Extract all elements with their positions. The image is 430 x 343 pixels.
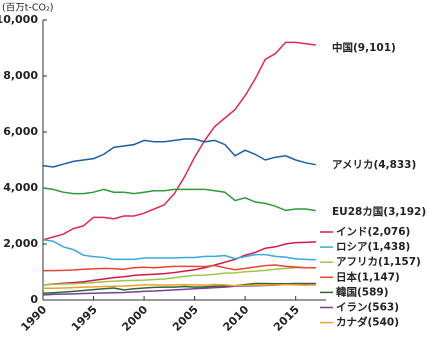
legend-label: ロシア(1,438) bbox=[336, 241, 410, 253]
x-tick-label: 2005 bbox=[170, 303, 201, 334]
legend-label: カナダ(540) bbox=[336, 316, 399, 329]
series-line bbox=[42, 266, 316, 286]
x-tick-label: 1990 bbox=[18, 303, 49, 334]
legend-label: 韓国(589) bbox=[336, 285, 389, 298]
x-tick-label: 2000 bbox=[119, 303, 150, 334]
series-line bbox=[43, 283, 316, 289]
legend-label: インド(2,076) bbox=[336, 226, 410, 238]
series-line bbox=[43, 264, 316, 272]
series-label: EU28カ国(3,192) bbox=[332, 206, 426, 218]
x-tick-label: 2015 bbox=[271, 303, 302, 334]
y-tick-label: 0 bbox=[30, 293, 38, 306]
series-line bbox=[42, 41, 316, 241]
series-label: アメリカ(4,833) bbox=[332, 159, 416, 171]
series-line bbox=[42, 282, 316, 295]
y-axis-unit: (百万t-CO₂) bbox=[2, 3, 54, 14]
series-line bbox=[42, 283, 316, 296]
x-tick-label: 1995 bbox=[69, 303, 100, 334]
series-line bbox=[42, 187, 317, 212]
y-tick-label: 8,000 bbox=[3, 69, 38, 82]
legend-label: 日本(1,147) bbox=[336, 270, 400, 283]
y-tick-label: 4,000 bbox=[3, 181, 38, 194]
legend-label: アフリカ(1,157) bbox=[336, 256, 421, 268]
series-line bbox=[42, 241, 316, 286]
series-label: 中国(9,101) bbox=[332, 41, 396, 54]
series-line bbox=[42, 239, 316, 261]
y-tick-label: 10,000 bbox=[0, 13, 38, 26]
y-tick-label: 2,000 bbox=[3, 237, 38, 250]
y-tick-label: 6,000 bbox=[3, 125, 38, 138]
legend-label: イラン(563) bbox=[336, 302, 399, 314]
x-tick-label: 2010 bbox=[221, 303, 252, 334]
series-line bbox=[42, 138, 317, 168]
